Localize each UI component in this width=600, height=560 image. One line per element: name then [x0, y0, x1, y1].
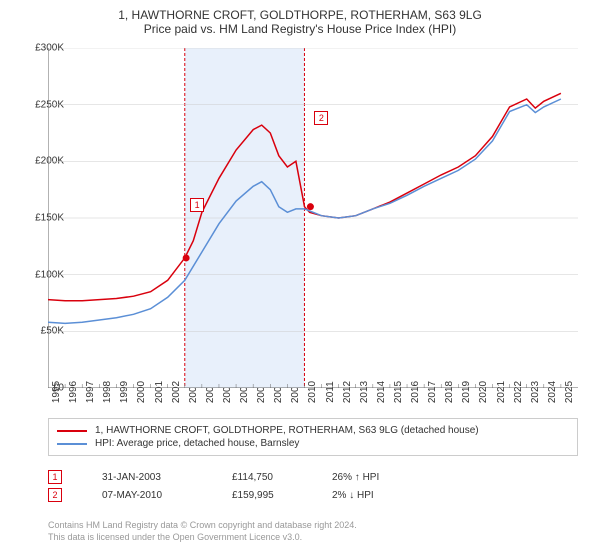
sale-price: £159,995	[232, 490, 332, 501]
sale-marker-icon: 2	[48, 488, 62, 502]
sale-hpi: 26% ↑ HPI	[332, 472, 452, 483]
legend-swatch	[57, 430, 87, 432]
line-chart	[48, 48, 578, 388]
legend-label: 1, HAWTHORNE CROFT, GOLDTHORPE, ROTHERHA…	[95, 425, 479, 436]
title-block: 1, HAWTHORNE CROFT, GOLDTHORPE, ROTHERHA…	[0, 0, 600, 36]
sale-marker-icon: 1	[48, 470, 62, 484]
sale-marker-badge: 1	[190, 198, 204, 212]
chart-container: 1, HAWTHORNE CROFT, GOLDTHORPE, ROTHERHA…	[0, 0, 600, 560]
sale-marker-badge: 2	[314, 111, 328, 125]
sale-price: £114,750	[232, 472, 332, 483]
sale-hpi: 2% ↓ HPI	[332, 490, 452, 501]
legend: 1, HAWTHORNE CROFT, GOLDTHORPE, ROTHERHA…	[48, 418, 578, 456]
footnote-line: Contains HM Land Registry data © Crown c…	[48, 520, 578, 532]
sale-row: 2 07-MAY-2010£159,9952% ↓ HPI	[48, 488, 578, 502]
title-subtitle: Price paid vs. HM Land Registry's House …	[0, 22, 600, 36]
footnote: Contains HM Land Registry data © Crown c…	[48, 520, 578, 543]
title-address: 1, HAWTHORNE CROFT, GOLDTHORPE, ROTHERHA…	[0, 8, 600, 22]
sale-date: 07-MAY-2010	[102, 490, 232, 501]
legend-item: 1, HAWTHORNE CROFT, GOLDTHORPE, ROTHERHA…	[57, 425, 569, 436]
legend-item: HPI: Average price, detached house, Barn…	[57, 438, 569, 449]
legend-label: HPI: Average price, detached house, Barn…	[95, 438, 299, 449]
footnote-line: This data is licensed under the Open Gov…	[48, 532, 578, 544]
sale-row: 1 31-JAN-2003£114,75026% ↑ HPI	[48, 470, 578, 484]
sale-date: 31-JAN-2003	[102, 472, 232, 483]
sales-table: 1 31-JAN-2003£114,75026% ↑ HPI 2 07-MAY-201…	[48, 466, 578, 506]
legend-swatch	[57, 443, 87, 445]
